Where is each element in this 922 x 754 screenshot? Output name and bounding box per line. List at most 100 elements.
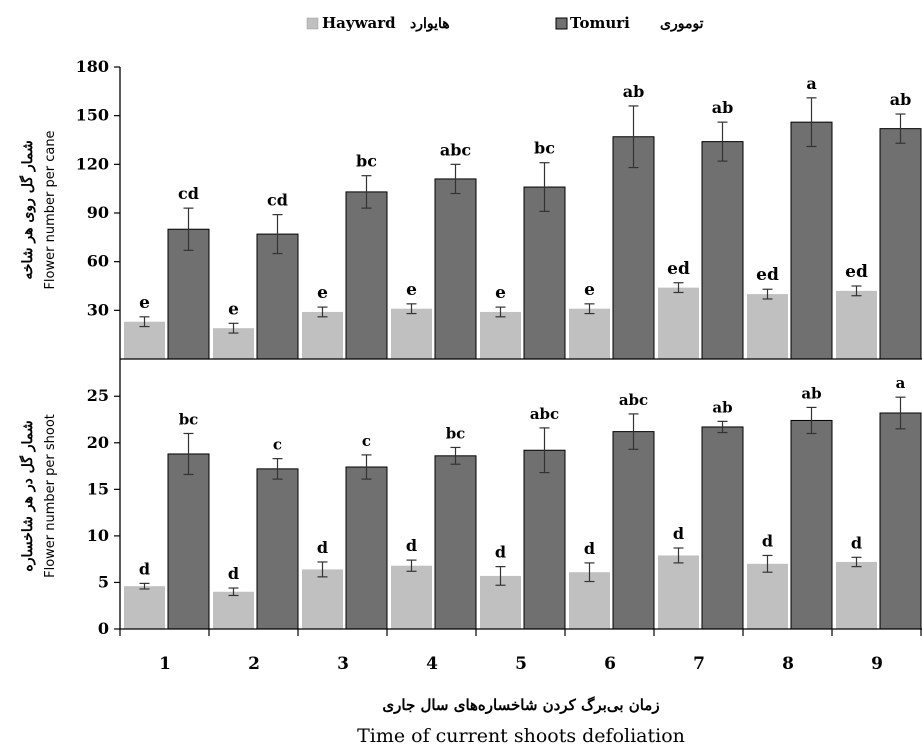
x-category-label: 3 bbox=[337, 654, 349, 674]
top-significance-label: ab bbox=[890, 90, 912, 109]
bottom-bar-hayward bbox=[747, 563, 788, 629]
bottom-significance-label: a bbox=[896, 374, 906, 392]
bottom-ytick-label: 10 bbox=[87, 526, 109, 545]
bottom-bar-tomuri bbox=[434, 455, 477, 630]
top-significance-label: ab bbox=[623, 82, 645, 101]
x-category-label: 2 bbox=[248, 654, 260, 674]
legend-swatch-tomuri bbox=[555, 17, 568, 30]
top-ytick-label: 90 bbox=[87, 203, 109, 222]
top-significance-label: e bbox=[495, 283, 506, 303]
bottom-significance-label: c bbox=[362, 432, 371, 450]
x-axis-title-en: Time of current shoots defoliation bbox=[357, 725, 685, 747]
bottom-significance-label: d bbox=[584, 539, 595, 558]
bottom-ytick-label: 0 bbox=[98, 619, 109, 638]
top-bar-hayward bbox=[124, 321, 165, 359]
top-significance-label: bc bbox=[534, 139, 555, 158]
bottom-significance-label: d bbox=[851, 533, 862, 552]
top-bar-tomuri bbox=[701, 141, 744, 360]
bottom-significance-label: d bbox=[762, 531, 773, 550]
bottom-significance-label: abc bbox=[619, 391, 648, 409]
bottom-significance-label: d bbox=[673, 524, 684, 543]
bottom-bar-hayward bbox=[658, 555, 699, 629]
bottom-bar-tomuri bbox=[879, 412, 922, 630]
top-significance-label: e bbox=[584, 280, 595, 300]
bottom-bar-tomuri bbox=[790, 419, 833, 630]
top-bar-hayward bbox=[836, 290, 877, 359]
legend: Hayward هایوارد Tomuri توموری bbox=[306, 14, 704, 32]
bottom-significance-label: ab bbox=[712, 398, 732, 416]
top-bar-tomuri bbox=[434, 178, 477, 360]
bottom-bar-tomuri bbox=[345, 466, 388, 630]
bottom-significance-label: d bbox=[228, 564, 239, 583]
top-bar-hayward bbox=[747, 294, 788, 359]
bottom-significance-label: d bbox=[139, 559, 150, 578]
bottom-bar-tomuri bbox=[523, 449, 566, 630]
x-category-label: 7 bbox=[693, 654, 705, 674]
panel-flowers-per-shoot: 0 5 10 15 20 25 d d d d d d d d d bc c c bc abc abc ab ab a bbox=[87, 374, 922, 638]
legend-label-tomuri-fa: توموری bbox=[660, 16, 704, 32]
top-significance-label: e bbox=[228, 299, 239, 319]
x-axis-title-fa: زمان بی‌برگ کردن شاخساره‌های سال جاری bbox=[382, 696, 659, 714]
top-bar-hayward bbox=[480, 311, 521, 359]
bottom-bar-hayward bbox=[836, 561, 877, 629]
top-significance-label: abc bbox=[440, 140, 472, 159]
bottom-bar-hayward bbox=[213, 591, 254, 629]
legend-swatch-hayward bbox=[306, 17, 319, 30]
top-significance-label: e bbox=[139, 293, 150, 313]
x-category-label: 8 bbox=[782, 654, 794, 674]
bottom-significance-label: c bbox=[273, 436, 282, 454]
bottom-bar-tomuri bbox=[256, 468, 299, 630]
top-ytick-label: 180 bbox=[76, 57, 109, 76]
top-significance-label: ed bbox=[845, 262, 868, 282]
panel-flowers-per-cane: 30 60 90 120 150 180 e e e e e e ed ed ed cd cd bc abc bc ab… bbox=[76, 57, 922, 360]
top-ytick-label: 150 bbox=[76, 106, 109, 125]
bottom-bar-tomuri bbox=[701, 426, 744, 630]
bottom-significance-label: d bbox=[317, 538, 328, 557]
x-category-label: 9 bbox=[871, 654, 883, 674]
top-significance-label: cd bbox=[267, 191, 288, 210]
x-category-label: 6 bbox=[604, 654, 616, 674]
bottom-significance-label: ab bbox=[801, 384, 821, 402]
legend-label-tomuri-en: Tomuri bbox=[570, 14, 630, 32]
top-bar-hayward bbox=[569, 308, 610, 359]
bottom-bar-tomuri bbox=[612, 431, 655, 630]
x-category-label: 5 bbox=[515, 654, 527, 674]
bottom-bar-tomuri bbox=[167, 453, 210, 630]
top-significance-label: ed bbox=[667, 259, 690, 279]
bottom-ylabel-en: Flower number per shoot bbox=[43, 414, 58, 578]
top-bar-tomuri bbox=[256, 233, 299, 360]
bottom-ytick-label: 25 bbox=[87, 386, 109, 405]
bottom-bar-hayward bbox=[302, 569, 343, 629]
top-ytick-label: 30 bbox=[87, 300, 109, 319]
top-ytick-label: 120 bbox=[76, 154, 109, 173]
bottom-ylabel-fa: شمار گل در هر شاخساره bbox=[19, 420, 36, 571]
top-significance-label: e bbox=[406, 280, 417, 300]
top-significance-label: ab bbox=[712, 98, 734, 117]
x-category-label: 1 bbox=[159, 654, 171, 674]
x-category-label: 4 bbox=[426, 654, 438, 674]
bottom-significance-label: d bbox=[495, 543, 506, 562]
top-bar-tomuri bbox=[879, 128, 922, 360]
x-category-ticks bbox=[119, 629, 922, 636]
top-significance-label: cd bbox=[178, 184, 199, 203]
x-category-labels: 1 2 3 4 5 6 7 8 9 bbox=[159, 654, 883, 674]
top-bar-hayward bbox=[302, 311, 343, 359]
top-ylabel-en: Flower number per cane bbox=[43, 130, 58, 289]
top-significance-label: a bbox=[806, 74, 816, 93]
top-bar-tomuri bbox=[790, 121, 833, 360]
bottom-ytick-label: 5 bbox=[98, 572, 109, 591]
legend-label-hayward-fa: هایوارد bbox=[410, 16, 450, 32]
top-bar-tomuri bbox=[612, 136, 655, 360]
top-significance-label: ed bbox=[756, 265, 779, 285]
top-significance-label: e bbox=[317, 283, 328, 303]
bottom-ytick-label: 15 bbox=[87, 479, 109, 498]
top-bar-hayward bbox=[658, 287, 699, 359]
top-bar-tomuri bbox=[523, 186, 566, 360]
legend-label-hayward-en: Hayward bbox=[322, 14, 396, 32]
top-significance-label: bc bbox=[356, 152, 377, 171]
top-bar-tomuri bbox=[345, 191, 388, 360]
bottom-significance-label: d bbox=[406, 536, 417, 555]
bottom-significance-label: bc bbox=[446, 424, 466, 442]
bottom-significance-label: abc bbox=[530, 405, 559, 423]
